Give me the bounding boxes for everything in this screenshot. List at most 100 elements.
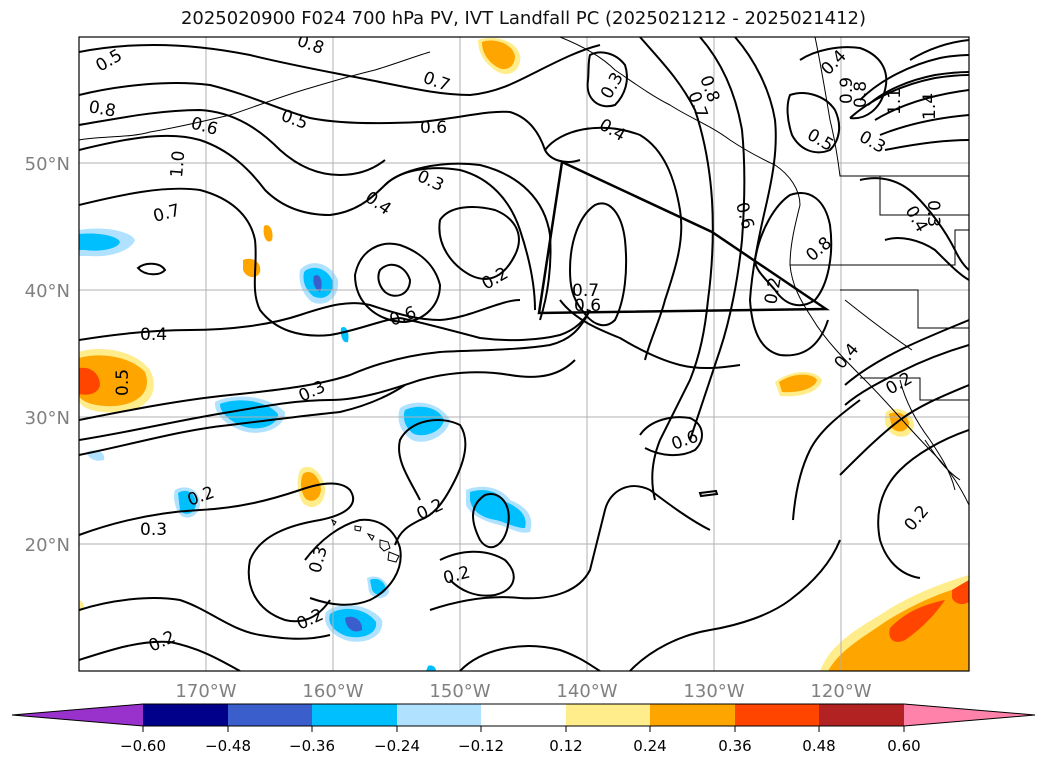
contour-label: 0.6 (574, 296, 601, 316)
pv-contour (874, 89, 969, 121)
island-outline (366, 533, 375, 541)
pv-contour (79, 299, 521, 341)
negative-shading (370, 578, 386, 595)
lon-label: 130°W (683, 681, 744, 702)
pv-contour (879, 114, 969, 136)
negative-shading (345, 616, 363, 632)
lon-label: 160°W (302, 681, 363, 702)
contour-label: 0.8 (851, 81, 871, 108)
map-title: 2025020900 F024 700 hPa PV, IVT Landfall… (180, 8, 867, 29)
pv-contour (79, 309, 591, 421)
lat-label: 40°N (25, 281, 70, 302)
pv-contour (472, 493, 510, 549)
island-outline (379, 539, 391, 552)
pv-contour (79, 482, 355, 623)
landfall-region-outline (537, 160, 831, 315)
negative-shading (426, 665, 436, 671)
positive-shading (79, 355, 147, 407)
pv-contour (79, 384, 406, 456)
pv-contour (559, 299, 741, 369)
colorbar-segment (397, 704, 481, 726)
pv-contour (79, 640, 241, 671)
lat-label: 30°N (25, 408, 70, 429)
latitude-labels: 50°N 40°N 30°N 20°N (25, 154, 70, 556)
pv-contour (79, 187, 401, 337)
colorbar-tick-label: 0.36 (718, 737, 751, 755)
pv-contour (877, 429, 969, 579)
colorbar-segment (735, 704, 819, 726)
pv-contour (753, 192, 833, 307)
colorbar-segment (481, 704, 566, 726)
contour-label: 0.2 (761, 276, 785, 306)
positive-shading (79, 367, 100, 395)
contour-label: 0.9 (837, 77, 857, 104)
colorbar-segment (143, 704, 228, 726)
pv-contour (439, 550, 515, 597)
map-background (79, 37, 969, 671)
colorbar-extend-low (12, 704, 143, 726)
pv-contour (353, 242, 442, 324)
pv-contour (909, 39, 969, 61)
lon-label: 150°W (429, 681, 490, 702)
pv-contour (79, 359, 576, 441)
pv-contour (79, 43, 601, 97)
positive-shading (889, 600, 945, 642)
negative-shading (79, 233, 120, 251)
contour-label: 0.8 (87, 97, 117, 121)
contour-label: 1.1 (885, 88, 905, 115)
graticule (79, 37, 969, 671)
contour-label: 1.0 (167, 150, 189, 179)
colorbar-tick-label: 0.60 (887, 737, 920, 755)
pv-contour (438, 206, 520, 280)
border-states (844, 299, 913, 351)
colorbar-tick-label: −0.36 (289, 737, 335, 755)
lon-label: 170°W (175, 681, 236, 702)
pv-contour (884, 237, 969, 281)
longitude-labels: 170°W 160°W 150°W 140°W 130°W 120°W (175, 681, 871, 702)
lat-label: 20°N (25, 535, 70, 556)
colorbar-segment (566, 704, 650, 726)
pv-contour (844, 319, 969, 386)
contour-label: 0.3 (140, 520, 167, 540)
contour-label: 0.4 (140, 325, 167, 345)
colorbar-segment (819, 704, 904, 726)
lat-label: 50°N (25, 154, 70, 175)
pv-contour (568, 202, 628, 327)
colorbar-segment (312, 704, 397, 726)
colorbar-tick-label: 0.48 (802, 737, 835, 755)
contour-label: 0.7 (572, 281, 599, 301)
colorbar-segment (228, 704, 312, 726)
lon-label: 120°W (810, 681, 871, 702)
colorbar-tick-label: 0.24 (633, 737, 666, 755)
pv-contour (689, 37, 746, 441)
colorbar-segment (650, 704, 735, 726)
pv-contour (79, 82, 581, 163)
pv-contour (799, 46, 888, 120)
pv-contour (884, 139, 969, 151)
colorbar: −0.60 −0.48 −0.36 −0.24 −0.12 0.12 0.24 … (11, 703, 1036, 755)
colorbar-tick-label: −0.48 (205, 737, 251, 755)
pv-contour (639, 37, 714, 501)
border-canada-us (814, 37, 969, 177)
positive-shading (482, 40, 515, 70)
pv-contour (544, 126, 683, 361)
island-outline (331, 518, 337, 527)
pv-contour (786, 92, 841, 154)
colorbar-extend-high (904, 704, 1035, 726)
pv-contour (399, 309, 591, 342)
pv-contours (79, 37, 969, 671)
coastline-baja (899, 379, 956, 491)
border-states (879, 176, 969, 216)
positive-shading (263, 225, 273, 242)
pv-contour (629, 539, 841, 671)
pv-contour (859, 54, 969, 101)
coastline-mexico (924, 439, 961, 481)
pv-contour (639, 416, 703, 456)
pv-contour (586, 51, 628, 108)
border-states (840, 289, 969, 329)
contour-label: 0.5 (113, 369, 133, 396)
pv-contour (377, 263, 412, 297)
pv-contour (136, 262, 167, 276)
pv-contour (79, 597, 331, 640)
